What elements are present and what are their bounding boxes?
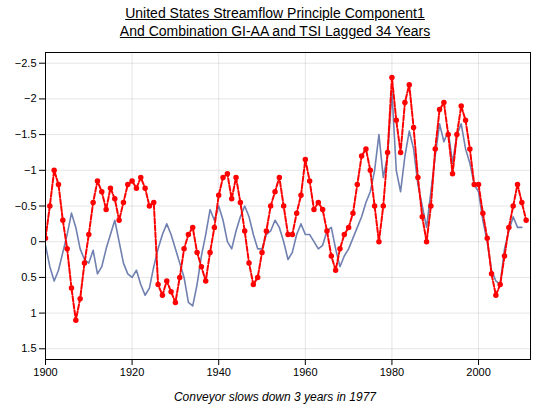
svg-text:−2.5: −2.5 xyxy=(15,57,37,69)
svg-text:1920: 1920 xyxy=(120,366,144,378)
svg-text:1940: 1940 xyxy=(206,366,230,378)
svg-text:1: 1 xyxy=(30,307,36,319)
svg-text:−1: −1 xyxy=(24,164,37,176)
svg-text:−1.5: −1.5 xyxy=(15,128,37,140)
svg-text:0.5: 0.5 xyxy=(21,271,36,283)
svg-text:−0.5: −0.5 xyxy=(15,200,37,212)
svg-text:0: 0 xyxy=(30,235,36,247)
svg-text:−2: −2 xyxy=(24,92,37,104)
svg-text:1900: 1900 xyxy=(33,366,57,378)
svg-text:2000: 2000 xyxy=(466,366,490,378)
svg-text:1960: 1960 xyxy=(293,366,317,378)
html-text:And Combination GI-AA and TSI: And Combination GI-AA and TSI Lagged 34 … xyxy=(119,23,431,39)
html-text:United States Streamflow Princ: United States Streamflow Principle Compo… xyxy=(125,5,425,21)
html-text:Conveyor slows down 3 years in: Conveyor slows down 3 years in 1977 xyxy=(173,390,376,404)
svg-text:1980: 1980 xyxy=(380,366,404,378)
svg-text:1.5: 1.5 xyxy=(21,342,36,354)
